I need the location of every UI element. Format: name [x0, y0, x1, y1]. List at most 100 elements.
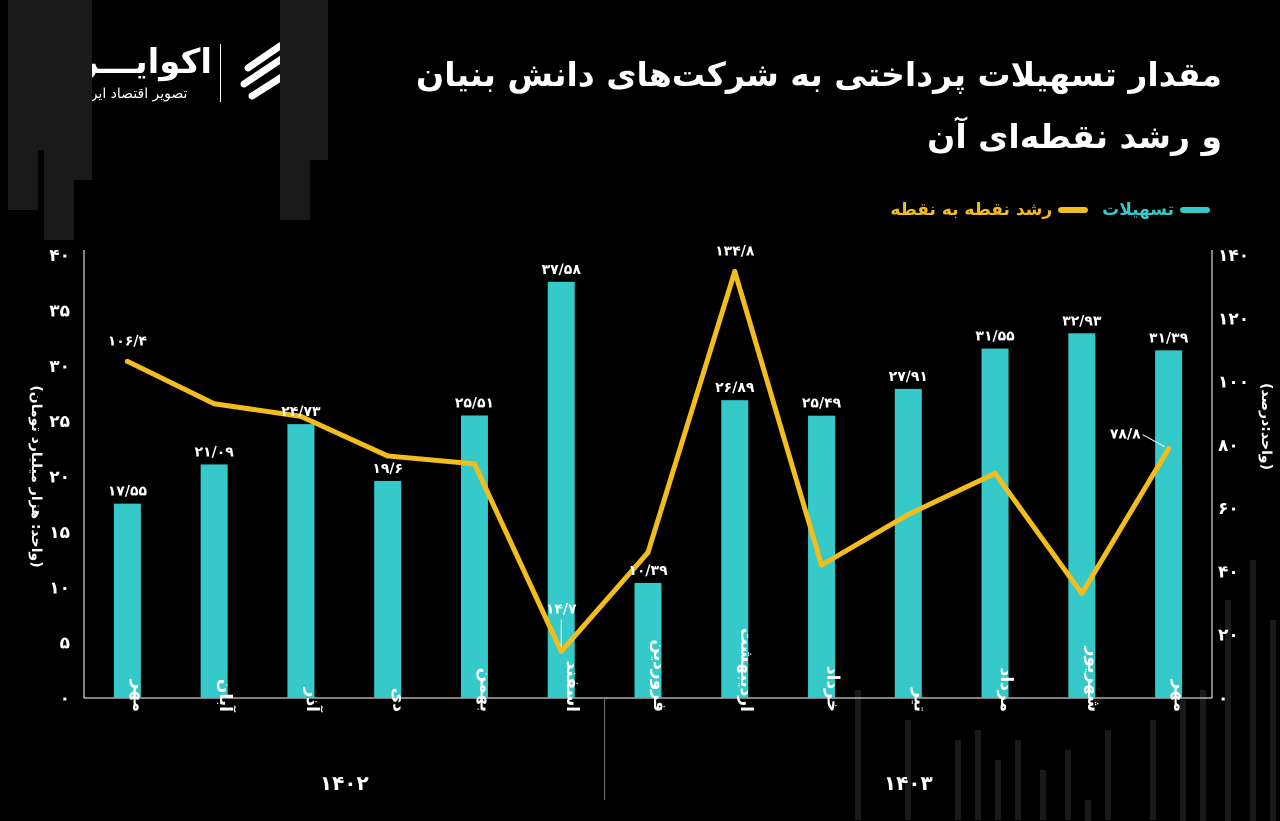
right-tick-label: ۸۰: [1218, 436, 1239, 456]
decoration-bar: [1015, 740, 1021, 820]
category-label: تیر: [909, 687, 929, 712]
chart-axes: ۰ ۵ ۱۰ ۱۵ ۲۰ ۲۵ ۳۰ ۳۵ ۴۰ ۰ ۲۰ ۴۰ ۶۰ ۸۰ ۱۰۰ ۱۲۰ ۱۴۰ (واحد:…: [28, 246, 1274, 800]
title-line-2: و رشد نقطه‌ای آن: [927, 117, 1222, 156]
bar: [1068, 333, 1096, 698]
legend-item-bars: تسهیلات: [1102, 200, 1210, 220]
bar-value-label: ۳۱/۵۵: [975, 329, 1015, 345]
bar-value-label: ۲۷/۹۱: [889, 369, 928, 385]
decoration-bar: [1150, 720, 1156, 820]
legend-label-line: رشد نقطه به نقطه: [890, 200, 1053, 220]
line-point: [645, 549, 651, 555]
bar: [113, 503, 141, 698]
left-tick-label: ۲۵: [49, 412, 70, 432]
category-label: مهر: [1170, 679, 1190, 712]
line-point: [819, 562, 825, 568]
right-tick-label: ۰: [1218, 689, 1228, 709]
decoration-bar: [975, 730, 981, 820]
line-point: [732, 268, 738, 274]
right-axis-label: (واحد:درصد): [1258, 383, 1274, 470]
line-value-label: ۷۸/۸: [1110, 427, 1141, 443]
category-label: مهر: [128, 679, 148, 712]
right-tick-label: ۱۰۰: [1218, 373, 1249, 393]
title-line-1: مقدار تسهیلات پرداختی به شرکت‌های دانش ب…: [416, 55, 1222, 94]
decoration-bar: [298, 0, 328, 160]
decoration-bar: [1200, 690, 1206, 821]
line-point: [558, 648, 564, 654]
left-tick-label: ۱۰: [49, 578, 70, 598]
decoration-bar: [1250, 560, 1256, 821]
logo-divider: [220, 44, 221, 102]
bar-value-label: ۲۵/۴۹: [802, 396, 842, 412]
line-value-label: ۱۳۴/۸: [715, 243, 755, 259]
category-label: آبان: [215, 679, 237, 713]
left-tick-label: ۴۰: [49, 246, 70, 266]
bar: [287, 424, 315, 698]
chart-title: مقدار تسهیلات پرداختی به شرکت‌های دانش ب…: [402, 44, 1222, 168]
line-point: [1166, 446, 1172, 452]
background-decoration: [8, 0, 1276, 821]
bar-value-label: ۱۰/۳۹: [628, 563, 668, 579]
bar: [981, 348, 1009, 698]
decoration-bar: [1105, 730, 1111, 820]
category-label: اردیبهشت: [736, 628, 756, 712]
line-point: [298, 413, 304, 419]
line-point: [124, 358, 130, 364]
bar: [1155, 350, 1183, 698]
bar-series: [113, 281, 1183, 698]
decoration-bar: [995, 760, 1001, 820]
category-label: دی: [389, 688, 409, 713]
bar: [894, 388, 922, 698]
data-labels: ۱۷/۵۵ ۲۱/۰۹ ۲۴/۷۳ ۱۹/۶ ۲۵/۵۱ ۳۷/۵۸ ۱۰/۳۹ ۲۶/۸۹ ۲…: [108, 243, 1189, 648]
bar-value-label: ۱۹/۶: [372, 461, 403, 477]
bar: [721, 400, 749, 698]
left-tick-label: ۳۰: [49, 357, 70, 377]
left-tick-label: ۰: [60, 689, 70, 709]
bar: [200, 464, 228, 698]
decoration-bar: [1180, 700, 1186, 821]
category-label: مرداد: [996, 668, 1016, 712]
bar: [634, 582, 662, 698]
category-label: شهریور: [1083, 646, 1103, 712]
chart-legend: تسهیلات رشد نقطه به نقطه: [890, 200, 1210, 220]
decoration-bar: [905, 720, 911, 820]
decoration-bar: [1040, 770, 1046, 820]
line-point: [1079, 591, 1085, 597]
decoration-bar: [855, 690, 861, 820]
decoration-bar: [955, 740, 961, 820]
logo-subtitle: تصویر اقتصاد ایران: [76, 86, 188, 102]
decoration-bar: [1085, 800, 1091, 821]
line-point: [385, 453, 391, 459]
right-tick-label: ۶۰: [1218, 499, 1239, 519]
decoration-bar: [1270, 620, 1276, 821]
left-tick-label: ۵: [60, 634, 70, 654]
x-axis-labels: مهر آبان آذر دی بهمن اسفند فروردین اردیبهشت خردا…: [128, 628, 1189, 795]
left-axis-label: (واحد: هزار میلیارد تومان): [28, 385, 44, 567]
category-label: اسفند: [562, 660, 582, 712]
line-point: [471, 461, 477, 467]
category-label: فروردین: [649, 640, 669, 712]
category-label: آذر: [302, 687, 324, 714]
bar-value-label: ۲۴/۷۳: [281, 404, 321, 420]
line-label-leader: [1142, 434, 1165, 448]
legend-swatch-bars: [1180, 207, 1210, 213]
bar-value-label: ۲۱/۰۹: [195, 444, 235, 460]
decoration-bar: [62, 0, 92, 180]
line-point: [211, 401, 217, 407]
line-value-label: ۱۰۶/۴: [108, 333, 148, 349]
legend-swatch-line: [1058, 207, 1089, 213]
bar-value-label: ۳۲/۹۳: [1062, 313, 1102, 329]
right-tick-label: ۲۰: [1218, 626, 1239, 646]
left-tick-label: ۳۵: [49, 301, 70, 321]
category-label: خرداد: [823, 666, 843, 712]
left-tick-label: ۱۵: [49, 523, 70, 543]
bar-value-label: ۳۱/۳۹: [1149, 330, 1189, 346]
line-point: [905, 511, 911, 517]
legend-label-bars: تسهیلات: [1102, 200, 1174, 220]
bar-value-label: ۳۷/۵۸: [542, 262, 582, 278]
legend-item-line: رشد نقطه به نقطه: [890, 200, 1089, 220]
line-point: [992, 470, 998, 476]
bar-value-label: ۲۵/۵۱: [455, 395, 494, 411]
line-series: [124, 268, 1172, 654]
bar: [460, 415, 488, 698]
